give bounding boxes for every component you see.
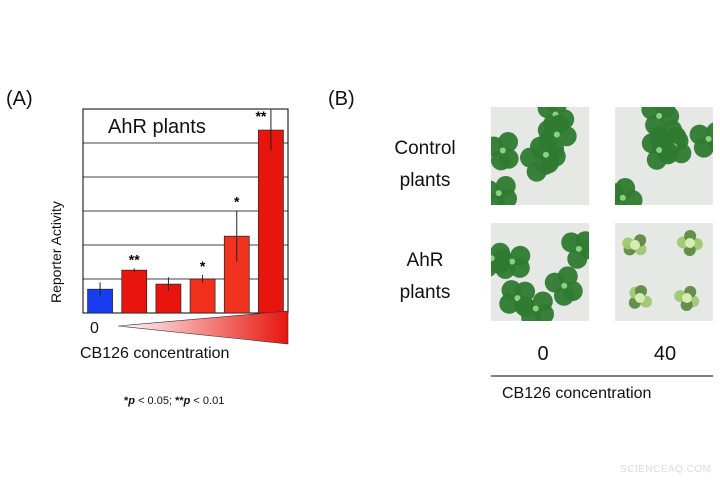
footnote-p: p (183, 395, 191, 407)
panel-a-label: (A) (6, 88, 33, 110)
leaf (515, 297, 536, 318)
col-label-0: 0 (537, 343, 549, 365)
seedling-center (499, 147, 506, 154)
leaf (491, 242, 511, 263)
seedling-center (656, 112, 663, 119)
chart-gridlines (83, 142, 288, 280)
significance-marker: ** (255, 108, 266, 124)
concentration-gradient-wedge (117, 310, 289, 345)
leaf (498, 132, 519, 153)
row-label-line: AhR (406, 250, 444, 271)
seedling-center (553, 131, 560, 138)
seedling-center (575, 245, 582, 252)
leaf (549, 114, 570, 135)
seedling-center (682, 293, 692, 303)
significance-footnote: *p < 0.05; **p < 0.01 (124, 395, 224, 407)
footnote-p: p (128, 395, 136, 407)
seedling-center (532, 305, 539, 312)
leaf (491, 257, 498, 277)
y-axis-label: Reporter Activity (48, 201, 64, 303)
photo-control-0 (491, 107, 589, 205)
seedling-center (619, 194, 626, 201)
leaf (491, 253, 492, 262)
leaf (650, 130, 671, 151)
x-axis-label: CB126 concentration (80, 345, 230, 362)
row-label-line: Control (394, 138, 456, 159)
significance-marker: ** (129, 251, 140, 267)
footnote-threshold-1: < 0.05; (135, 395, 176, 407)
seedling-center (685, 238, 695, 248)
photo-control-40 (615, 107, 713, 205)
leaf (547, 107, 567, 115)
bar (258, 129, 284, 314)
x-start-label: 0 (90, 320, 99, 337)
photo-ahr-0 (491, 223, 589, 321)
seedling-center (635, 293, 645, 303)
leaf (491, 180, 500, 201)
leaf (689, 124, 710, 145)
footnote-threshold-2: < 0.01 (190, 395, 225, 407)
leaf (557, 266, 578, 287)
seedling-center (561, 282, 568, 289)
seedling-center (656, 147, 663, 154)
panel-b-label: (B) (328, 88, 355, 110)
leaf (646, 149, 667, 170)
row-label-ahr: AhR plants (385, 245, 465, 309)
leaf (615, 178, 636, 199)
bar (189, 278, 216, 314)
row-label-line: plants (399, 170, 451, 191)
leaf (535, 154, 556, 175)
bar (121, 269, 148, 314)
seedling-center (705, 135, 712, 142)
leaf (567, 248, 588, 269)
leaf (510, 245, 531, 266)
plot-frame (82, 108, 289, 314)
seedling-center (630, 240, 640, 250)
seedling-center (491, 255, 495, 262)
footnote-stars: ** (175, 395, 184, 407)
significance-marker: * (234, 194, 240, 210)
seedling-center (509, 258, 516, 265)
col-label-40: 40 (653, 343, 677, 365)
chart-title: AhR plants (108, 116, 206, 138)
leaf (645, 115, 666, 136)
seedling-center (514, 295, 521, 302)
seedling-center (542, 151, 549, 158)
row-label-line: plants (399, 282, 451, 303)
watermark: SCIENCEAQ.COM (620, 464, 712, 475)
row-label-control: Control plants (385, 133, 465, 197)
photo-ahr-40 (615, 223, 713, 321)
leaf (666, 126, 687, 147)
seedling-center (495, 190, 502, 197)
panel-b-axis-label: CB126 concentration (502, 385, 652, 402)
footnote-star: * (124, 395, 129, 407)
significance-marker: * (200, 258, 206, 274)
